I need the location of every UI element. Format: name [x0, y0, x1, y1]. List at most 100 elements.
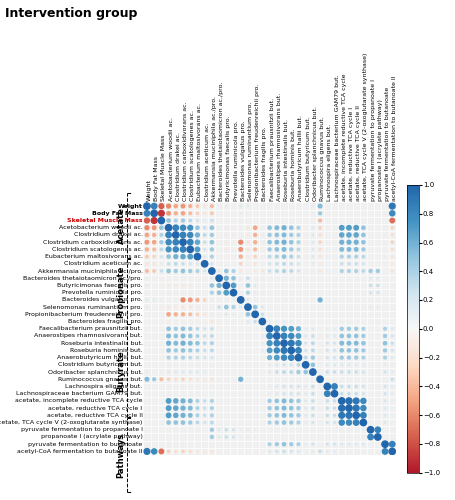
- Bar: [302, 398, 309, 404]
- Bar: [172, 217, 179, 224]
- Bar: [309, 253, 317, 260]
- Bar: [266, 368, 273, 376]
- Circle shape: [319, 450, 321, 452]
- Circle shape: [296, 340, 301, 345]
- Bar: [201, 224, 208, 232]
- Circle shape: [167, 406, 171, 410]
- Bar: [187, 274, 194, 282]
- Bar: [331, 440, 338, 448]
- Bar: [302, 289, 309, 296]
- Bar: [295, 354, 302, 361]
- Circle shape: [168, 321, 169, 322]
- Circle shape: [269, 364, 270, 366]
- Circle shape: [225, 270, 228, 272]
- Bar: [302, 217, 309, 224]
- Circle shape: [196, 349, 199, 352]
- Circle shape: [269, 321, 270, 322]
- Circle shape: [233, 429, 234, 430]
- Circle shape: [181, 399, 185, 403]
- Bar: [158, 246, 165, 253]
- Bar: [302, 268, 309, 274]
- Bar: [381, 232, 389, 238]
- Circle shape: [334, 270, 335, 272]
- Circle shape: [188, 226, 192, 230]
- Circle shape: [305, 400, 306, 402]
- Bar: [244, 253, 252, 260]
- Circle shape: [327, 328, 328, 329]
- Bar: [259, 296, 266, 304]
- Circle shape: [240, 292, 241, 293]
- Circle shape: [188, 414, 192, 417]
- Circle shape: [196, 298, 199, 302]
- Circle shape: [298, 263, 299, 264]
- Bar: [237, 274, 244, 282]
- Circle shape: [290, 371, 293, 373]
- Bar: [309, 304, 317, 310]
- Bar: [295, 304, 302, 310]
- Circle shape: [181, 298, 185, 302]
- Circle shape: [282, 399, 286, 402]
- Circle shape: [182, 421, 185, 424]
- Bar: [302, 296, 309, 304]
- Bar: [244, 419, 252, 426]
- Bar: [280, 383, 288, 390]
- Bar: [367, 448, 374, 455]
- Circle shape: [145, 226, 149, 230]
- Bar: [374, 412, 381, 419]
- Bar: [143, 325, 151, 332]
- Bar: [266, 296, 273, 304]
- Text: Selenomonas ruminantium pro.: Selenomonas ruminantium pro.: [248, 102, 253, 201]
- Bar: [338, 332, 345, 340]
- Bar: [324, 390, 331, 398]
- Bar: [309, 238, 317, 246]
- Bar: [374, 383, 381, 390]
- Bar: [201, 238, 208, 246]
- Bar: [187, 296, 194, 304]
- Circle shape: [144, 210, 150, 216]
- Bar: [165, 376, 172, 383]
- Bar: [324, 274, 331, 282]
- Bar: [273, 440, 280, 448]
- Circle shape: [392, 270, 393, 272]
- Bar: [143, 246, 151, 253]
- Bar: [302, 332, 309, 340]
- Bar: [237, 440, 244, 448]
- Bar: [216, 246, 222, 253]
- Bar: [317, 383, 324, 390]
- Text: Akkermansia muciniphila ac./pro.: Akkermansia muciniphila ac./pro.: [38, 268, 142, 274]
- Circle shape: [204, 328, 206, 330]
- Circle shape: [182, 270, 185, 272]
- Bar: [374, 368, 381, 376]
- Circle shape: [297, 370, 300, 374]
- Circle shape: [174, 204, 177, 208]
- Bar: [280, 289, 288, 296]
- Bar: [230, 340, 237, 347]
- Bar: [151, 217, 158, 224]
- Circle shape: [340, 356, 343, 359]
- Text: Bacteroides vulgatus pro.: Bacteroides vulgatus pro.: [62, 298, 142, 302]
- Circle shape: [161, 270, 162, 272]
- Bar: [331, 224, 338, 232]
- Bar: [309, 398, 317, 404]
- Bar: [266, 202, 273, 209]
- Text: acetate, TCA cycle V (2-oxoglutarate synthase): acetate, TCA cycle V (2-oxoglutarate syn…: [0, 420, 142, 425]
- Circle shape: [168, 292, 169, 293]
- Circle shape: [296, 348, 301, 353]
- Circle shape: [174, 342, 177, 345]
- Bar: [244, 412, 252, 419]
- Circle shape: [319, 256, 321, 257]
- Circle shape: [204, 227, 206, 228]
- Bar: [331, 318, 338, 325]
- Text: Lachnospiraceae bacterium GAM79 but.: Lachnospiraceae bacterium GAM79 but.: [334, 74, 339, 201]
- Circle shape: [211, 378, 212, 380]
- Bar: [143, 268, 151, 274]
- Bar: [288, 325, 295, 332]
- Circle shape: [355, 364, 357, 366]
- Circle shape: [268, 270, 271, 272]
- Bar: [324, 340, 331, 347]
- Bar: [266, 419, 273, 426]
- Bar: [309, 412, 317, 419]
- Bar: [158, 296, 165, 304]
- Bar: [331, 412, 338, 419]
- Circle shape: [326, 414, 328, 416]
